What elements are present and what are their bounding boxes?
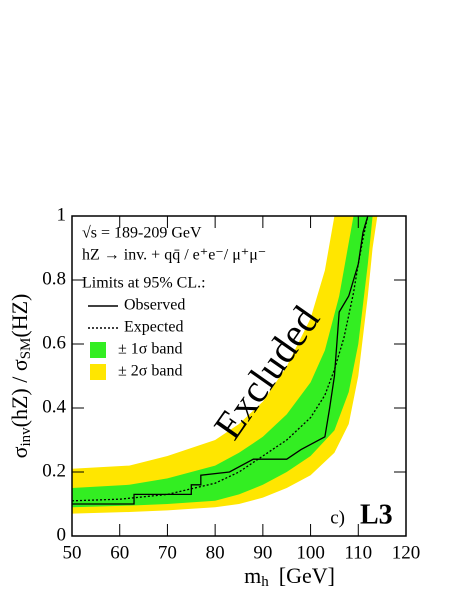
band	[72, 216, 373, 508]
legend-swatch	[90, 364, 106, 380]
x-tick-label: 50	[63, 542, 82, 563]
y-tick-label: 0	[57, 524, 67, 545]
legend-label: Observed	[124, 297, 185, 314]
limit-line	[72, 216, 369, 505]
bands	[72, 216, 378, 514]
x-tick-label: 70	[158, 542, 177, 563]
x-tick-label: 110	[344, 542, 372, 563]
y-tick-label: 0.2	[42, 460, 66, 481]
label-part: σ	[7, 446, 32, 458]
label-part: m	[244, 563, 261, 588]
plot-frame	[71, 215, 407, 537]
label-part: inv	[18, 427, 34, 447]
x-tick-label: 100	[296, 542, 325, 563]
panel-label: c)	[330, 507, 345, 528]
label-part: h	[261, 574, 269, 590]
lines	[72, 216, 369, 505]
y-axis-label: σinv(hZ) / σSM(HZ)	[7, 294, 34, 459]
x-tick-label: 90	[253, 542, 272, 563]
y-tick-label: 0.8	[42, 268, 66, 289]
label-part: (hZ) / σ	[7, 359, 32, 427]
x-tick-label: 120	[392, 542, 421, 563]
annotation: Limits at 95% CL.:	[82, 275, 206, 292]
label-part: [GeV]	[279, 563, 335, 588]
legend-label: Expected	[124, 319, 184, 336]
annotation: hZ → inv. + qq̄ / e⁺e⁻/ μ⁺μ⁻	[82, 247, 266, 264]
x-axis-label: mh [GeV]	[244, 563, 335, 590]
label-part: (HZ)	[7, 294, 32, 338]
x-tick-label: 80	[206, 542, 225, 563]
x-tick-label: 60	[110, 542, 129, 563]
experiment-label: L3	[360, 499, 393, 530]
legend-label: ± 2σ band	[118, 363, 183, 380]
label-part: SM	[18, 338, 34, 360]
y-tick-label: 0.6	[42, 332, 66, 353]
annotation: √s = 189-209 GeV	[82, 225, 202, 242]
limit-line	[72, 216, 369, 502]
legend-swatch	[90, 342, 106, 358]
legend-label: ± 1σ band	[118, 341, 183, 358]
y-tick-label: 1	[57, 204, 67, 225]
y-tick-label: 0.4	[42, 396, 66, 417]
